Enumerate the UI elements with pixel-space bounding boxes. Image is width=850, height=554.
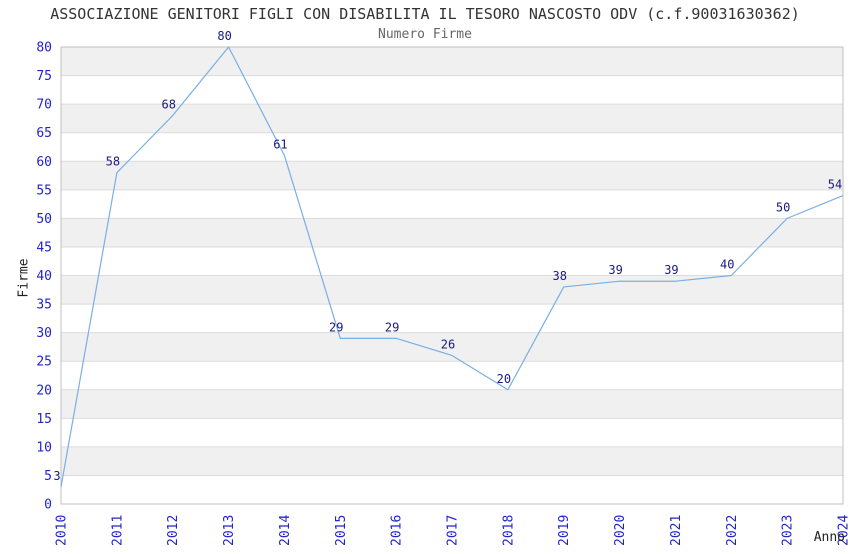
plot-band [61,447,843,476]
x-tick-label: 2016 [390,515,405,546]
data-point-label: 20 [497,372,511,386]
y-tick-label: 50 [36,212,52,227]
x-tick-label: 2021 [669,515,684,546]
data-point-label: 40 [720,258,734,272]
y-tick-label: 45 [36,240,52,255]
y-tick-label: 20 [36,383,52,398]
y-tick-label: 5 [44,469,52,484]
x-tick-label: 2023 [781,515,796,546]
y-tick-label: 65 [36,126,52,141]
y-axis-title: Firme [17,258,32,297]
data-point-label: 68 [161,98,175,112]
plot-band [61,390,843,419]
plot-band [61,161,843,190]
x-tick-label: 2019 [557,515,572,546]
data-point-label: 26 [441,337,455,351]
data-point-label: 39 [608,263,622,277]
data-point-label: 58 [106,155,120,169]
x-tick-label: 2022 [725,515,740,546]
x-tick-label: 2017 [446,515,461,546]
y-tick-label: 15 [36,412,52,427]
y-tick-label: 75 [36,69,52,84]
data-point-label: 61 [273,138,287,152]
x-axis-title: Anno [814,530,845,545]
x-tick-label: 2020 [613,515,628,546]
data-point-label: 50 [776,200,790,214]
x-tick-label: 2013 [222,515,237,546]
x-tick-label: 2011 [110,515,125,546]
y-tick-label: 0 [44,498,52,513]
x-tick-label: 2010 [55,515,70,546]
y-tick-label: 70 [36,98,52,113]
y-tick-label: 80 [36,41,52,56]
y-tick-label: 60 [36,155,52,170]
chart-subtitle: Numero Firme [0,27,850,42]
x-tick-label: 2012 [166,515,181,546]
plot-band [61,276,843,305]
plot-band [61,218,843,247]
y-tick-label: 25 [36,355,52,370]
y-tick-label: 30 [36,326,52,341]
y-tick-label: 35 [36,298,52,313]
data-point-label: 29 [329,320,343,334]
y-tick-label: 10 [36,440,52,455]
data-point-label: 39 [664,263,678,277]
x-tick-label: 2018 [501,515,516,546]
chart-title: ASSOCIAZIONE GENITORI FIGLI CON DISABILI… [0,5,850,23]
data-point-label: 38 [552,269,566,283]
data-point-label: 54 [828,178,842,192]
data-point-label: 3 [53,469,60,483]
x-tick-label: 2015 [334,515,349,546]
x-tick-label: 2014 [278,515,293,546]
y-tick-label: 55 [36,183,52,198]
y-tick-label: 40 [36,269,52,284]
plot-band [61,47,843,76]
data-point-label: 29 [385,320,399,334]
